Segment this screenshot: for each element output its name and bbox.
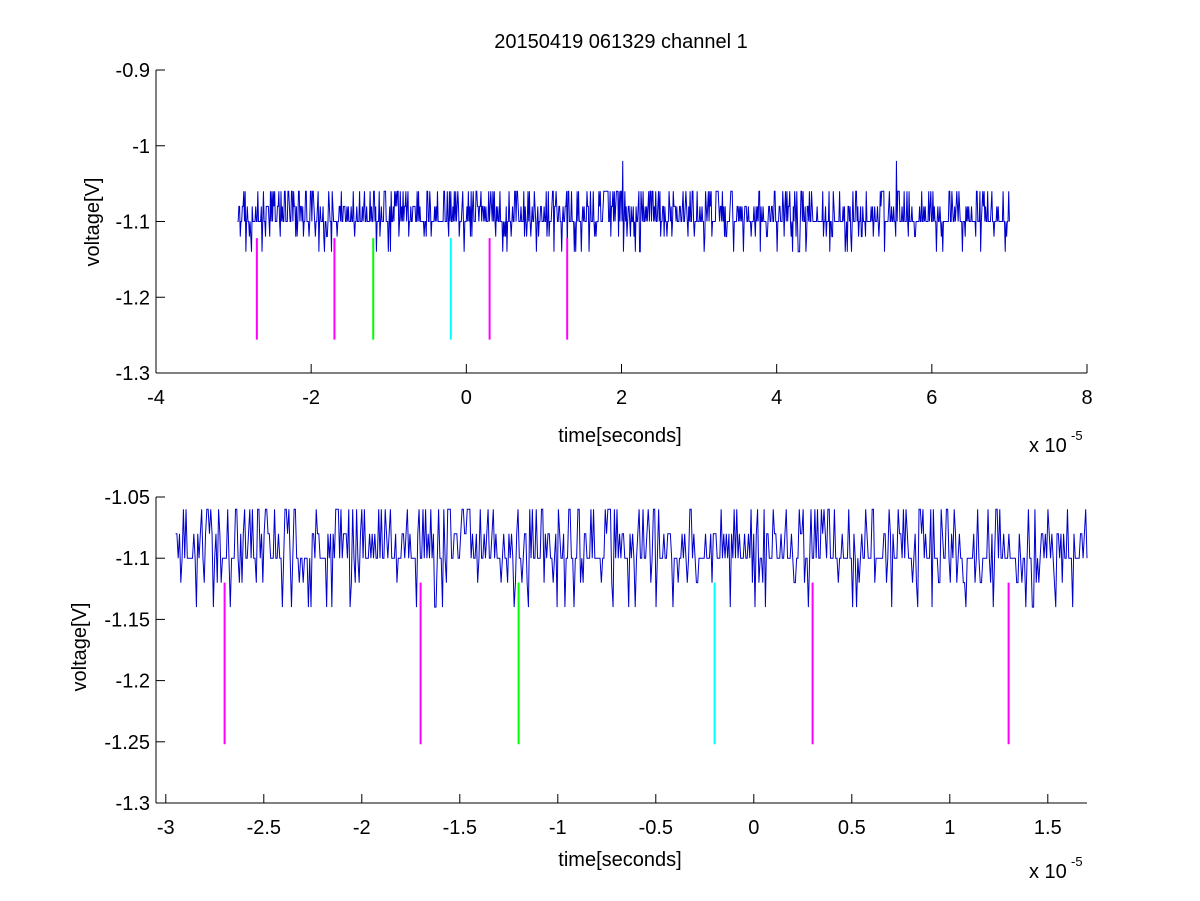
x-tick-label: 2 (616, 387, 627, 409)
ticks-layer: -4 -2 0 2 4 6 8 -1.3 -1.2 -1.1 -1 -0.9 (116, 60, 1093, 409)
x-exponent-base: x 10 (1029, 435, 1067, 457)
marker-layer (223, 582, 1010, 745)
x-tick-label: -1 (549, 817, 567, 839)
top-chart: 20150419 061329 channel 1 -4 -2 0 2 4 6 8-1.3-… (82, 31, 1093, 457)
signal-trace (175, 508, 1088, 608)
y-tick-label: -1.2 (116, 287, 150, 309)
x-tick-label: -2 (302, 387, 320, 409)
x-axis-label: time[seconds] (558, 425, 681, 447)
x-tick-label: -2.5 (247, 817, 281, 839)
y-tick-label: -1 (132, 136, 150, 158)
x-tick-label: -2 (353, 817, 371, 839)
x-tick-label: -4 (147, 387, 165, 409)
ticks-layer: -3 -2.5 -2 -1.5 -1 -0.5 0 0.5 1 1.5 -1.3 -1.25 -1.2 -… (104, 487, 1061, 839)
x-axis-label: time[seconds] (558, 849, 681, 871)
y-tick-label: -1.2 (116, 671, 150, 693)
y-tick-label: -1.1 (116, 212, 150, 234)
y-axis-label: voltage[V] (69, 603, 91, 692)
x-tick-label: -3 (157, 817, 175, 839)
x-exponent-power: -5 (1071, 854, 1083, 869)
x-tick-label: 0 (461, 387, 472, 409)
x-exponent-base: x 10 (1029, 861, 1067, 883)
y-tick-label: -0.9 (116, 60, 150, 82)
x-tick-label: 1 (944, 817, 955, 839)
x-tick-label: 0 (748, 817, 759, 839)
x-tick-label: 0.5 (838, 817, 866, 839)
y-tick-label: -1.1 (116, 548, 150, 570)
x-tick-label: 8 (1081, 387, 1092, 409)
chart-title: 20150419 061329 channel 1 (494, 31, 748, 53)
bottom-chart: -3 -2.5 -2 -1.5 -1 -0.5 0 0.5 1 1.5 -1.3 -1.25 -1.2 -… (69, 487, 1088, 883)
signal-layer (175, 508, 1088, 608)
y-tick-label: -1.05 (104, 487, 150, 509)
signal-trace (237, 160, 1010, 253)
x-tick-label: 1.5 (1034, 817, 1062, 839)
signal-layer (237, 160, 1010, 253)
axes-layer (155, 497, 1087, 804)
marker-layer (255, 238, 569, 340)
x-tick-label: -0.5 (639, 817, 673, 839)
y-tick-label: -1.3 (116, 793, 150, 815)
x-exponent-power: -5 (1071, 428, 1083, 443)
x-tick-label: 6 (926, 387, 937, 409)
x-tick-label: 4 (771, 387, 782, 409)
x-tick-label: -1.5 (443, 817, 477, 839)
y-tick-label: -1.15 (104, 609, 150, 631)
y-tick-label: -1.3 (116, 363, 150, 385)
y-tick-label: -1.25 (104, 732, 150, 754)
y-axis-label: voltage[V] (82, 178, 104, 267)
